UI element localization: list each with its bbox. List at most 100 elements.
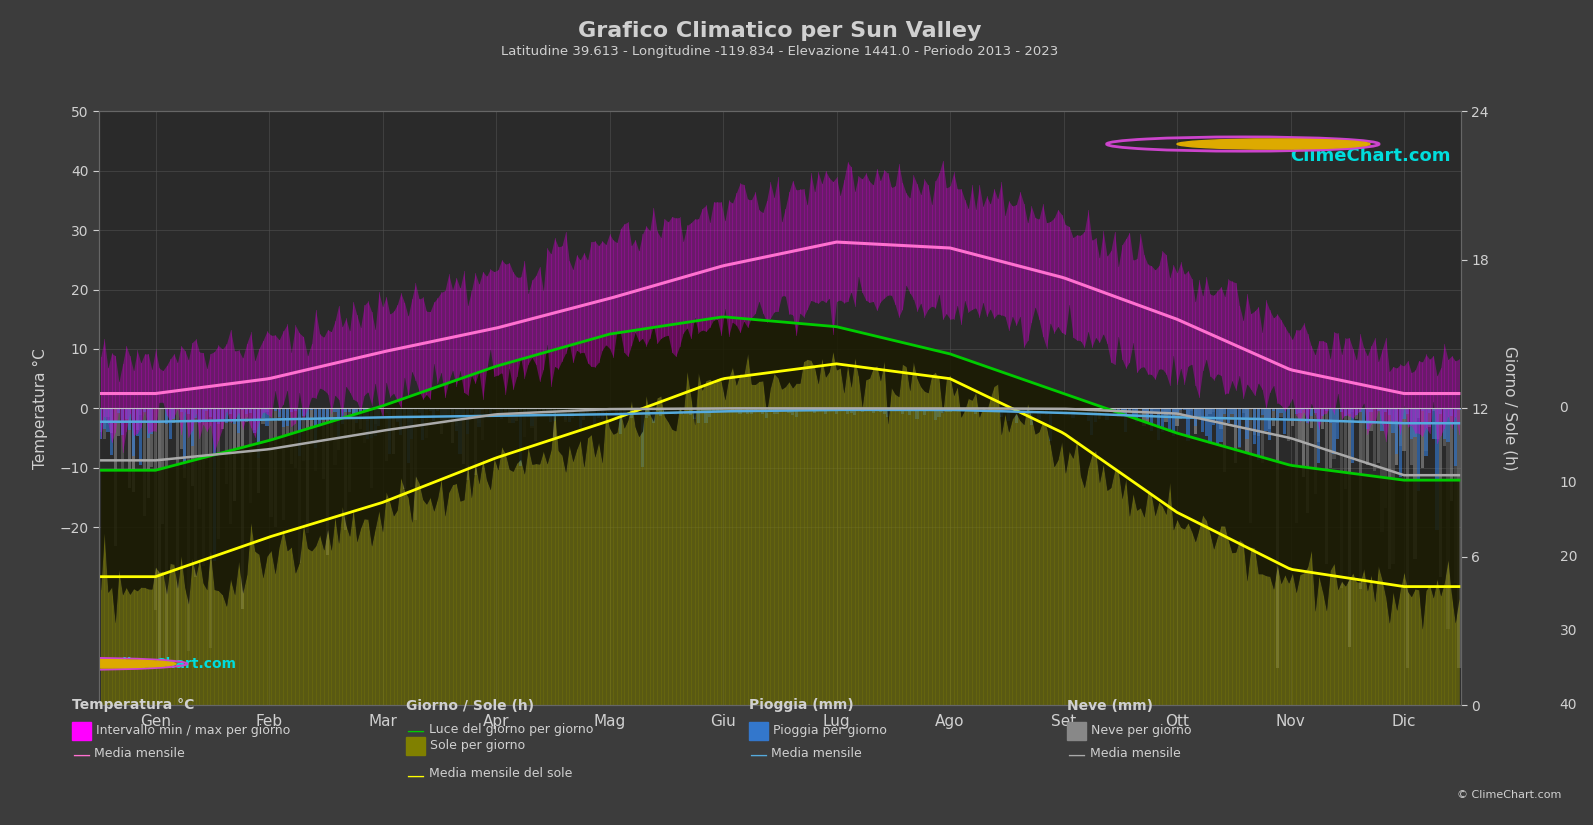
Text: 20: 20 (1560, 550, 1577, 563)
Bar (314, 408, 317, 471)
Bar (169, 408, 172, 439)
Bar (1450, 408, 1453, 501)
Bar (860, 408, 863, 412)
Text: Pioggia (mm): Pioggia (mm) (749, 699, 854, 713)
Bar (253, 408, 256, 433)
Bar (186, 408, 190, 652)
Bar (693, 408, 696, 419)
Bar (1254, 408, 1257, 436)
Bar (191, 408, 194, 446)
Bar (508, 408, 511, 412)
Text: Media mensile: Media mensile (1090, 747, 1180, 760)
Bar (1370, 408, 1373, 431)
Bar (1395, 408, 1399, 455)
Text: —: — (406, 766, 424, 785)
Bar (734, 408, 738, 410)
Bar (589, 408, 593, 410)
Bar (180, 408, 183, 449)
Bar (150, 408, 153, 467)
Bar (406, 408, 409, 422)
Bar (1086, 408, 1090, 421)
Bar (172, 408, 175, 419)
Bar (1287, 408, 1290, 441)
Bar (333, 408, 336, 412)
Bar (868, 408, 871, 411)
Bar (854, 408, 857, 415)
Bar (1235, 408, 1238, 426)
Bar (679, 408, 682, 412)
Bar (478, 408, 481, 427)
Bar (1193, 408, 1196, 426)
Bar (1271, 408, 1274, 427)
Bar (306, 408, 309, 419)
Bar (1438, 408, 1442, 414)
Bar (900, 408, 903, 414)
Bar (1399, 408, 1402, 446)
Bar (1098, 408, 1101, 418)
Bar (261, 408, 264, 424)
Bar (221, 408, 225, 420)
Bar (1450, 408, 1453, 416)
Bar (973, 408, 977, 413)
Bar (411, 408, 414, 439)
Bar (1106, 408, 1109, 420)
Bar (1314, 408, 1317, 413)
Bar (1284, 408, 1287, 434)
Bar (846, 408, 849, 414)
Bar (567, 408, 570, 420)
Bar (121, 408, 124, 471)
Text: Neve (mm): Neve (mm) (1067, 699, 1153, 713)
Bar (1424, 408, 1427, 456)
Bar (274, 408, 277, 411)
Bar (1407, 408, 1410, 668)
Bar (674, 408, 677, 415)
Bar (1198, 408, 1201, 417)
Bar (1432, 408, 1435, 411)
Bar (462, 408, 465, 464)
Text: —: — (406, 722, 424, 740)
Bar (1384, 408, 1388, 507)
Bar (245, 408, 249, 422)
Bar (158, 408, 161, 668)
Bar (322, 408, 325, 420)
Bar (229, 408, 233, 524)
Bar (1117, 408, 1120, 412)
Bar (274, 408, 277, 527)
Bar (1298, 408, 1301, 441)
Bar (363, 408, 366, 420)
Bar (1306, 408, 1309, 423)
Bar (500, 408, 503, 419)
Bar (1098, 408, 1101, 410)
Bar (285, 408, 288, 426)
Bar (147, 408, 150, 438)
Bar (1227, 408, 1230, 423)
Bar (1029, 408, 1032, 425)
Bar (436, 408, 440, 411)
Bar (601, 408, 604, 411)
Bar (492, 408, 495, 410)
Bar (1128, 408, 1131, 412)
Bar (395, 408, 398, 422)
Text: Sole per giorno: Sole per giorno (430, 739, 526, 752)
Bar (124, 408, 127, 419)
Bar (978, 408, 981, 411)
Bar (941, 408, 945, 413)
Bar (1284, 408, 1287, 418)
Bar (1309, 408, 1313, 417)
Bar (121, 408, 124, 435)
Bar (542, 408, 545, 411)
Bar (229, 408, 233, 414)
Bar (1204, 408, 1207, 436)
Bar (139, 408, 142, 415)
Text: Giorno / Sole (h): Giorno / Sole (h) (406, 699, 534, 713)
Bar (202, 408, 205, 567)
Bar (118, 408, 121, 436)
Bar (1354, 408, 1357, 415)
Bar (462, 408, 465, 412)
Bar (269, 408, 272, 517)
Bar (690, 408, 693, 415)
Bar (1187, 408, 1190, 419)
Bar (795, 408, 798, 417)
Bar (879, 408, 883, 412)
Bar (545, 408, 548, 413)
